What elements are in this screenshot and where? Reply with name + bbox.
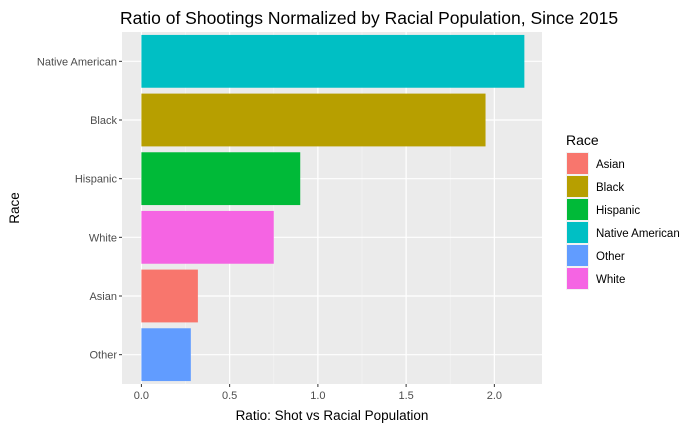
bar-native-american: [141, 34, 525, 88]
legend-label: Asian: [596, 159, 625, 171]
legend-label: Other: [596, 251, 625, 263]
legend-swatch: [567, 245, 588, 266]
bars: [141, 34, 525, 382]
x-tick-label: 1.0: [310, 390, 325, 402]
y-tick-label: Asian: [89, 291, 117, 303]
y-axis-ticks: Native American Black Hispanic White Asian Ot…: [37, 56, 122, 362]
legend: Asian Black Hispanic Native American Other Wh…: [566, 152, 680, 290]
y-tick-label: White: [89, 232, 117, 244]
bar-hispanic: [141, 152, 301, 206]
chart-title: Ratio of Shootings Normalized by Racial …: [120, 8, 618, 28]
legend-label: Native American: [596, 228, 680, 240]
legend-swatch: [567, 222, 588, 243]
y-tick-label: Hispanic: [75, 174, 118, 186]
x-axis-title: Ratio: Shot vs Racial Population: [236, 408, 429, 423]
bar-asian: [141, 269, 198, 323]
bar-white: [141, 210, 274, 264]
legend-label: White: [596, 274, 625, 286]
y-axis-title: Race: [7, 192, 22, 224]
y-tick-label: Native American: [37, 56, 117, 68]
plot-panel: [122, 32, 542, 384]
y-tick-label: Black: [90, 115, 117, 127]
legend-title: Race: [566, 132, 599, 148]
bar-other: [141, 328, 191, 382]
legend-swatch: [567, 176, 588, 197]
x-tick-label: 0.0: [134, 390, 149, 402]
y-tick-label: Other: [89, 350, 117, 362]
legend-swatch: [567, 199, 588, 220]
legend-label: Hispanic: [596, 205, 640, 217]
x-tick-label: 2.0: [487, 390, 502, 402]
legend-swatch: [567, 153, 588, 174]
x-tick-label: 1.5: [398, 390, 413, 402]
x-axis-ticks: 0.0 0.5 1.0 1.5 2.0: [134, 384, 502, 402]
legend-swatch: [567, 268, 588, 289]
bar-black: [141, 93, 486, 147]
legend-label: Black: [596, 182, 624, 194]
x-tick-label: 0.5: [222, 390, 237, 402]
